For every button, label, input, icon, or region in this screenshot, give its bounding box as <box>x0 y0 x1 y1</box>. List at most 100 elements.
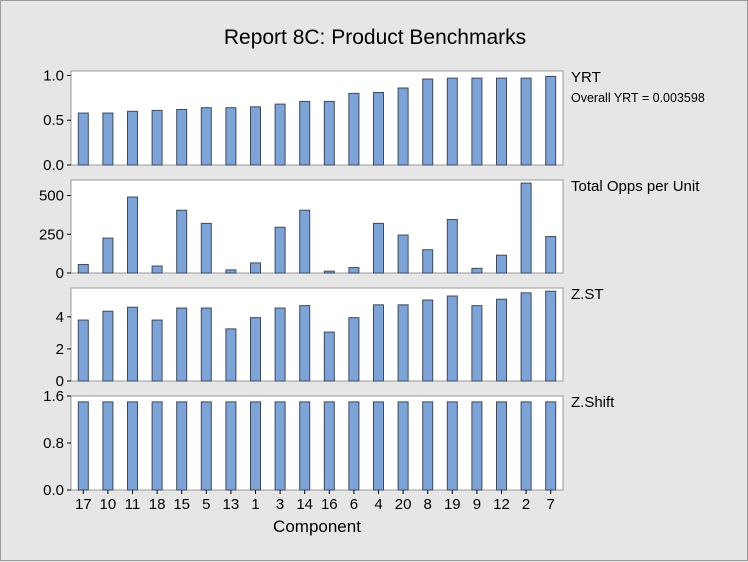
bar <box>176 209 188 274</box>
bar <box>323 100 335 166</box>
panel-title: Z.ST <box>571 286 604 303</box>
x-tick-label: 12 <box>493 496 510 513</box>
bar <box>151 401 163 491</box>
bar <box>422 249 434 274</box>
x-tick-label: 19 <box>444 496 461 513</box>
panel-title: YRT <box>571 69 601 86</box>
bar <box>545 75 557 166</box>
bar <box>520 401 532 491</box>
bar <box>274 307 286 382</box>
bar <box>422 401 434 491</box>
bar <box>102 237 114 274</box>
x-tick-label: 11 <box>125 496 141 513</box>
bar <box>151 265 163 274</box>
bar <box>127 196 138 274</box>
bar <box>446 295 458 382</box>
bar <box>348 401 360 491</box>
bar <box>446 219 458 274</box>
bar <box>127 110 138 166</box>
x-tick-label: 14 <box>296 496 313 513</box>
x-axis-label: Component <box>273 517 361 536</box>
x-tick-label: 2 <box>522 496 530 513</box>
bar <box>299 100 311 166</box>
y-tick-label: 0.5 <box>43 112 64 129</box>
panel-frame <box>70 287 564 382</box>
bar <box>496 254 507 274</box>
bar <box>496 401 507 491</box>
x-tick-label: 6 <box>350 496 358 513</box>
bar <box>520 182 532 274</box>
x-tick-label: 15 <box>173 496 190 513</box>
bar <box>545 290 557 382</box>
x-tick-label: 16 <box>321 496 338 513</box>
bar <box>250 317 261 382</box>
bar <box>496 77 507 166</box>
bar <box>176 108 188 166</box>
bar <box>127 401 138 491</box>
bar <box>373 91 384 166</box>
x-tick-label: 17 <box>75 496 92 513</box>
bar <box>176 401 188 491</box>
bar <box>299 305 311 382</box>
bar <box>225 269 237 274</box>
bar <box>545 401 557 491</box>
bar <box>323 270 335 274</box>
bar <box>151 109 163 166</box>
bar <box>274 226 286 274</box>
bar <box>274 103 286 166</box>
x-tick-label: 8 <box>424 496 432 513</box>
x-tick-label: 13 <box>223 496 240 513</box>
bar <box>471 267 483 274</box>
bar <box>225 328 237 382</box>
y-tick-label: 2 <box>56 341 64 358</box>
bar <box>545 236 557 274</box>
panel-4: 0.0 0.8 1.6 Z.Shift <box>43 388 615 499</box>
bar <box>225 107 237 166</box>
bar <box>77 319 89 382</box>
bar <box>127 306 138 382</box>
panel-title: Total Opps per Unit <box>571 178 700 195</box>
bar <box>77 401 89 491</box>
bar <box>102 401 114 491</box>
bar <box>520 292 532 382</box>
bar <box>250 262 261 274</box>
bar <box>176 307 188 382</box>
x-tick-label: 1 <box>251 496 259 513</box>
y-tick-label: 0.0 <box>43 157 64 174</box>
panel-frame <box>70 179 564 274</box>
bar <box>323 331 335 382</box>
panel-2: 0 250 500 Total Opps per Unit <box>39 178 700 282</box>
bar <box>446 401 458 491</box>
x-tick-label: 18 <box>149 496 166 513</box>
bar <box>102 112 114 166</box>
x-tick-labels: 17 10 11 18 15 5 13 1 3 14 16 6 4 20 8 19 9 12 2 7 <box>75 490 555 513</box>
panel-1: 0.0 0.5 1.0 YRT Overall YRT = 0.003598 <box>43 67 705 174</box>
y-tick-label: 500 <box>39 188 64 205</box>
bar <box>200 307 212 382</box>
x-tick-label: 4 <box>374 496 382 513</box>
bar <box>77 263 89 274</box>
bar <box>299 401 311 491</box>
y-tick-label: 1.6 <box>43 388 64 405</box>
bar <box>397 304 409 382</box>
bar <box>373 304 384 382</box>
panel-subtitle: Overall YRT = 0.003598 <box>571 91 705 105</box>
panel-3: 0 2 4 Z.ST <box>56 286 604 390</box>
bar <box>446 77 458 166</box>
bar <box>200 107 212 166</box>
bar <box>422 78 434 166</box>
bar <box>102 310 114 382</box>
y-tick-label: 0 <box>56 373 64 390</box>
bar <box>200 222 212 274</box>
bar <box>225 401 237 491</box>
bar <box>299 209 311 274</box>
chart-title: Report 8C: Product Benchmarks <box>224 26 526 49</box>
bar <box>471 305 483 382</box>
y-tick-label: 0.8 <box>43 435 64 452</box>
bar <box>200 401 212 491</box>
bar <box>250 401 261 491</box>
panel-title: Z.Shift <box>571 394 615 411</box>
bar <box>397 234 409 274</box>
